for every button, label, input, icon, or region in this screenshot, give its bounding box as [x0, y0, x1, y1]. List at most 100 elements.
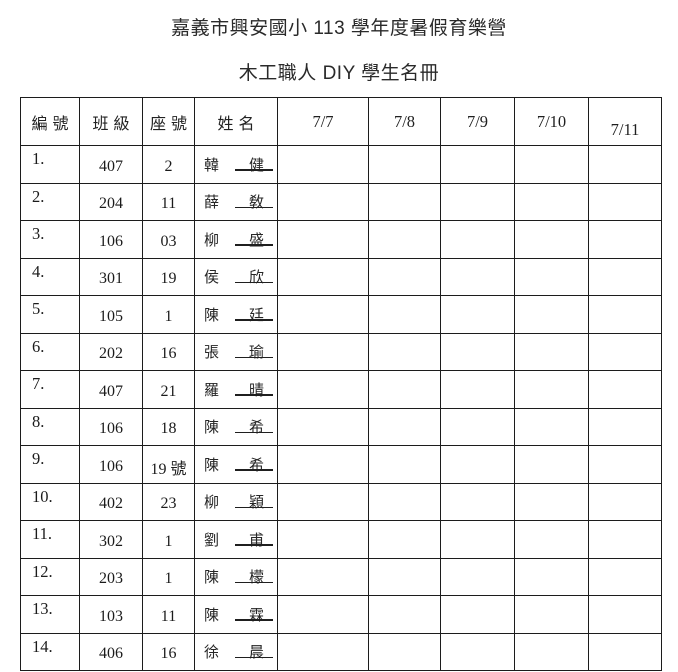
masked-name: 陳 希 — [196, 416, 277, 437]
privacy-mask-underline — [235, 506, 273, 509]
surname-char: 劉 — [204, 532, 220, 549]
seat-cell: 19 號 — [142, 445, 195, 484]
attendance-cell-7-7 — [277, 407, 369, 446]
surname-char: 韓 — [204, 157, 220, 174]
attendance-cell-7-8 — [368, 220, 441, 259]
attendance-cell-7-10 — [514, 220, 589, 259]
name-cell: 徐 晨 — [194, 632, 278, 671]
masked-name: 張 瑜 — [196, 341, 277, 362]
surname-char: 陳 — [204, 307, 220, 324]
attendance-cell-7-9 — [440, 257, 515, 296]
row-number: 7. — [32, 374, 45, 393]
header-cell-date-7-8: 7/8 — [368, 97, 441, 146]
attendance-cell-7-9 — [440, 445, 515, 484]
name-cell: 薛 敎 — [194, 182, 278, 221]
masked-name: 韓 健 — [196, 154, 277, 175]
surname-char: 陳 — [204, 607, 220, 624]
masked-name: 陳 檬 — [196, 566, 277, 587]
attendance-cell-7-10 — [514, 370, 589, 409]
seat-cell: 18 — [142, 407, 195, 446]
attendance-cell-7-7 — [277, 182, 369, 221]
privacy-mask-underline — [235, 544, 273, 546]
privacy-mask-underline — [235, 356, 273, 359]
header-cell-seat: 座號 — [142, 97, 195, 146]
class-cell: 406 — [79, 632, 143, 671]
class-number: 106 — [99, 232, 123, 250]
row-number-cell: 5. — [20, 295, 80, 334]
row-number-cell: 4. — [20, 257, 80, 296]
student-row: 14. 406 16 徐 晨 — [20, 632, 662, 671]
class-number: 407 — [99, 157, 123, 175]
seat-cell: 11 — [142, 182, 195, 221]
class-cell: 203 — [79, 557, 143, 596]
student-row: 6. 202 16 張 瑜 — [20, 332, 662, 371]
given-name-char: 霖 — [248, 607, 264, 624]
seat-cell: 2 — [142, 145, 195, 184]
attendance-cell-7-11 — [588, 332, 662, 371]
row-number: 10. — [32, 486, 53, 506]
attendance-cell-7-8 — [368, 520, 441, 559]
student-row: 3. 106 03 柳 盛 — [20, 220, 662, 259]
row-number: 1. — [32, 149, 45, 168]
student-row: 12. 203 1 陳 檬 — [20, 557, 662, 596]
class-cell: 103 — [79, 595, 143, 634]
seat-number: 1 — [164, 307, 173, 325]
header-cell-date-7-7: 7/7 — [277, 97, 369, 146]
seat-number: 1 — [164, 532, 173, 550]
attendance-cell-7-10 — [514, 632, 589, 671]
masked-name: 薛 敎 — [196, 191, 277, 212]
row-number-cell: 13. — [20, 595, 80, 634]
privacy-mask-underline — [235, 244, 273, 246]
seat-number: 16 — [160, 645, 177, 663]
header-cell-name: 姓名 — [194, 97, 278, 146]
class-number: 106 — [99, 457, 123, 475]
attendance-roster-table: 編號 班級 座號 姓名 7/7 7/8 7/9 7/10 7/11 1. 407… — [20, 97, 662, 671]
class-cell: 402 — [79, 482, 143, 521]
attendance-cell-7-10 — [514, 595, 589, 634]
surname-char: 陳 — [204, 570, 220, 587]
attendance-cell-7-9 — [440, 632, 515, 671]
attendance-cell-7-8 — [368, 407, 441, 446]
attendance-cell-7-11 — [588, 182, 662, 221]
name-cell: 陳 霖 — [194, 595, 278, 634]
surname-char: 柳 — [204, 232, 220, 249]
attendance-cell-7-8 — [368, 295, 441, 334]
row-number-cell: 12. — [20, 557, 80, 596]
attendance-cell-7-11 — [588, 445, 662, 484]
class-number: 301 — [99, 270, 123, 288]
row-number: 5. — [32, 299, 45, 318]
attendance-cell-7-9 — [440, 520, 515, 559]
given-name-char: 欣 — [248, 270, 264, 287]
attendance-cell-7-7 — [277, 445, 369, 484]
attendance-cell-7-11 — [588, 557, 662, 596]
attendance-cell-7-9 — [440, 332, 515, 371]
attendance-cell-7-8 — [368, 370, 441, 409]
document-title: 嘉義市興安國小 113 學年度暑假育樂營 — [171, 18, 507, 39]
attendance-cell-7-8 — [368, 332, 441, 371]
student-row: 7. 407 21 羅 晴 — [20, 370, 662, 409]
privacy-mask-underline — [235, 281, 273, 284]
attendance-cell-7-9 — [440, 482, 515, 521]
student-row: 1. 407 2 韓 健 — [20, 145, 662, 184]
attendance-cell-7-11 — [588, 482, 662, 521]
attendance-cell-7-10 — [514, 520, 589, 559]
masked-name: 徐 晨 — [196, 641, 277, 662]
privacy-mask-underline — [235, 619, 273, 621]
attendance-cell-7-11 — [588, 220, 662, 259]
masked-name: 陳 霖 — [196, 604, 277, 625]
attendance-cell-7-10 — [514, 332, 589, 371]
class-number: 406 — [99, 645, 123, 663]
name-cell: 柳 穎 — [194, 482, 278, 521]
attendance-cell-7-10 — [514, 482, 589, 521]
name-cell: 陳 廷 — [194, 295, 278, 334]
surname-char: 侯 — [204, 270, 220, 287]
seat-cell: 16 — [142, 632, 195, 671]
student-row: 10. 402 23 柳 穎 — [20, 482, 662, 521]
attendance-cell-7-7 — [277, 332, 369, 371]
attendance-cell-7-8 — [368, 595, 441, 634]
attendance-cell-7-11 — [588, 145, 662, 184]
attendance-cell-7-7 — [277, 632, 369, 671]
class-number: 402 — [99, 495, 123, 513]
masked-name: 劉 甫 — [196, 529, 277, 550]
attendance-cell-7-9 — [440, 145, 515, 184]
